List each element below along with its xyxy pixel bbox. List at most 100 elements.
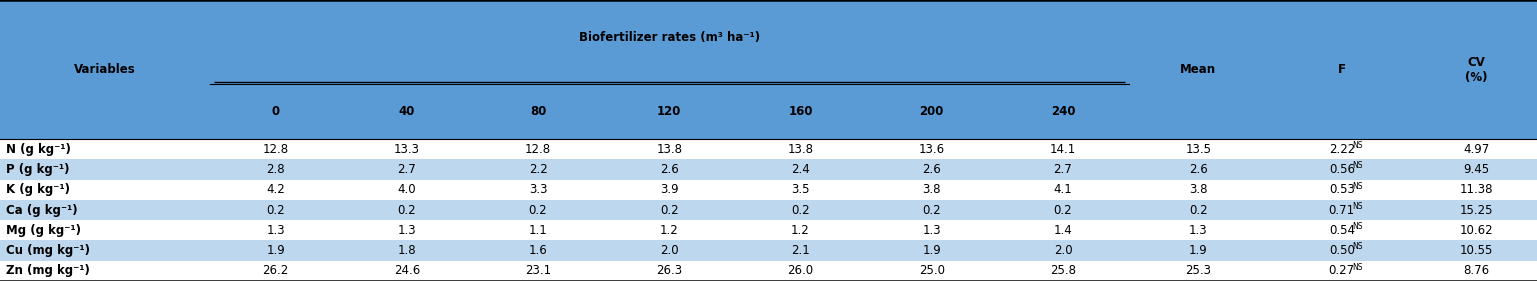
- Text: 1.6: 1.6: [529, 244, 547, 257]
- Text: 15.25: 15.25: [1460, 203, 1492, 217]
- Bar: [1416, 0, 1537, 139]
- Text: 10.55: 10.55: [1460, 244, 1492, 257]
- Bar: [0, 241, 1537, 261]
- Text: NS: NS: [1353, 161, 1362, 170]
- Text: 1.3: 1.3: [398, 224, 417, 237]
- Text: 1.2: 1.2: [659, 224, 679, 237]
- Text: 0.54: 0.54: [1330, 224, 1354, 237]
- Bar: [0, 261, 1537, 281]
- Bar: [211, 84, 341, 139]
- Text: 12.8: 12.8: [263, 143, 289, 156]
- Text: 0.2: 0.2: [529, 203, 547, 217]
- Text: 3.9: 3.9: [659, 183, 678, 196]
- Text: 4.0: 4.0: [398, 183, 417, 196]
- Text: P (g kg⁻¹): P (g kg⁻¹): [6, 163, 69, 176]
- Text: Biofertilizer rates (m³ ha⁻¹): Biofertilizer rates (m³ ha⁻¹): [579, 31, 759, 44]
- Text: 26.3: 26.3: [656, 264, 682, 277]
- Text: 25.3: 25.3: [1185, 264, 1211, 277]
- Text: 13.8: 13.8: [656, 143, 682, 156]
- Text: 1.8: 1.8: [398, 244, 417, 257]
- Text: N (g kg⁻¹): N (g kg⁻¹): [6, 143, 71, 156]
- Text: 24.6: 24.6: [393, 264, 420, 277]
- Text: NS: NS: [1353, 141, 1362, 150]
- Text: 26.0: 26.0: [787, 264, 813, 277]
- Text: Mean: Mean: [1180, 63, 1216, 76]
- Text: 1.1: 1.1: [529, 224, 547, 237]
- Text: 2.6: 2.6: [659, 163, 679, 176]
- Text: 2.7: 2.7: [398, 163, 417, 176]
- Text: 1.9: 1.9: [1190, 244, 1208, 257]
- Text: 14.1: 14.1: [1050, 143, 1076, 156]
- Bar: [1128, 0, 1268, 139]
- Text: 0.56: 0.56: [1330, 163, 1354, 176]
- Text: 2.0: 2.0: [659, 244, 678, 257]
- Bar: [0, 159, 1537, 180]
- Text: 25.8: 25.8: [1050, 264, 1076, 277]
- Text: 13.8: 13.8: [787, 143, 813, 156]
- Bar: [0, 139, 1537, 159]
- Text: F: F: [1337, 63, 1346, 76]
- Text: 0.2: 0.2: [266, 203, 284, 217]
- Text: 2.4: 2.4: [792, 163, 810, 176]
- Text: 1.9: 1.9: [266, 244, 284, 257]
- Text: 11.38: 11.38: [1460, 183, 1492, 196]
- Bar: [341, 84, 472, 139]
- Text: 23.1: 23.1: [526, 264, 552, 277]
- Bar: [604, 84, 735, 139]
- Text: CV
(%): CV (%): [1465, 56, 1488, 83]
- Text: 0: 0: [272, 105, 280, 118]
- Text: 2.1: 2.1: [792, 244, 810, 257]
- Text: 80: 80: [530, 105, 546, 118]
- Text: 2.0: 2.0: [1054, 244, 1073, 257]
- Text: 25.0: 25.0: [919, 264, 945, 277]
- Text: K (g kg⁻¹): K (g kg⁻¹): [6, 183, 71, 196]
- Text: 12.8: 12.8: [526, 143, 552, 156]
- Text: 0.2: 0.2: [922, 203, 941, 217]
- Text: Zn (mg kg⁻¹): Zn (mg kg⁻¹): [6, 264, 89, 277]
- Text: 13.3: 13.3: [393, 143, 420, 156]
- Text: 160: 160: [788, 105, 813, 118]
- Text: 0.2: 0.2: [659, 203, 678, 217]
- Text: 2.2: 2.2: [529, 163, 547, 176]
- Text: NS: NS: [1353, 202, 1362, 211]
- Bar: [0, 180, 1537, 200]
- Text: 2.6: 2.6: [922, 163, 941, 176]
- Text: 26.2: 26.2: [263, 264, 289, 277]
- Bar: [867, 84, 998, 139]
- Text: 0.2: 0.2: [1190, 203, 1208, 217]
- Bar: [735, 84, 867, 139]
- Text: Mg (g kg⁻¹): Mg (g kg⁻¹): [6, 224, 81, 237]
- Text: 10.62: 10.62: [1460, 224, 1492, 237]
- Text: 1.3: 1.3: [266, 224, 284, 237]
- Text: 0.2: 0.2: [398, 203, 417, 217]
- Text: 0.2: 0.2: [792, 203, 810, 217]
- Text: 9.45: 9.45: [1463, 163, 1489, 176]
- Text: 2.8: 2.8: [266, 163, 284, 176]
- Text: 0.53: 0.53: [1330, 183, 1354, 196]
- Text: Cu (mg kg⁻¹): Cu (mg kg⁻¹): [6, 244, 91, 257]
- Text: 0.71: 0.71: [1330, 203, 1354, 217]
- Text: 4.1: 4.1: [1053, 183, 1073, 196]
- Text: NS: NS: [1353, 243, 1362, 251]
- Text: 0.27: 0.27: [1330, 264, 1354, 277]
- Text: Ca (g kg⁻¹): Ca (g kg⁻¹): [6, 203, 78, 217]
- Text: 8.76: 8.76: [1463, 264, 1489, 277]
- Bar: [211, 0, 1128, 84]
- Bar: [998, 84, 1128, 139]
- Text: 3.5: 3.5: [792, 183, 810, 196]
- Text: 1.3: 1.3: [922, 224, 941, 237]
- Text: 2.7: 2.7: [1053, 163, 1073, 176]
- Bar: [1268, 0, 1416, 139]
- Text: NS: NS: [1353, 182, 1362, 191]
- Text: 1.3: 1.3: [1190, 224, 1208, 237]
- Text: 120: 120: [658, 105, 681, 118]
- Text: 4.2: 4.2: [266, 183, 284, 196]
- Text: 4.97: 4.97: [1463, 143, 1489, 156]
- Text: 0.50: 0.50: [1330, 244, 1354, 257]
- Bar: [0, 220, 1537, 241]
- Text: 0.2: 0.2: [1054, 203, 1073, 217]
- Text: 1.9: 1.9: [922, 244, 941, 257]
- Text: 13.6: 13.6: [919, 143, 945, 156]
- Text: 240: 240: [1051, 105, 1076, 118]
- Text: 13.5: 13.5: [1185, 143, 1211, 156]
